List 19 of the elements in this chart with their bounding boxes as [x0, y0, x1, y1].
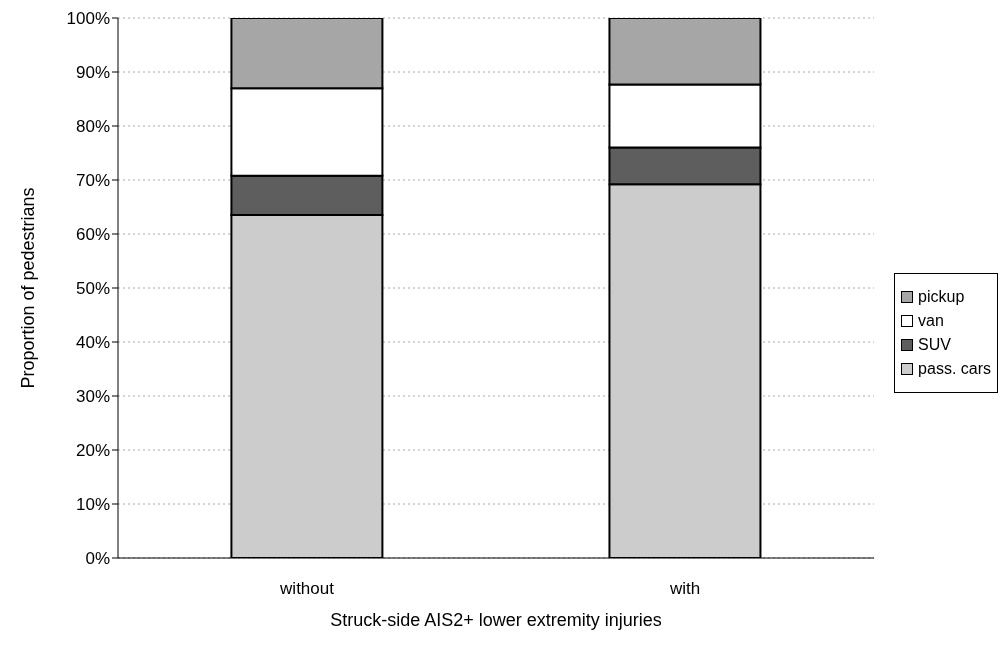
- y-tick-label: 90%: [75, 63, 110, 83]
- y-tick-label: 40%: [75, 333, 110, 353]
- legend-label: van: [918, 312, 944, 330]
- y-tick-label: 80%: [75, 117, 110, 137]
- y-tick-label: 20%: [75, 441, 110, 461]
- legend-label: pass. cars: [918, 360, 991, 378]
- y-tick-label: 60%: [75, 225, 110, 245]
- y-tick-label: 100%: [66, 9, 110, 29]
- y-axis-title: Proportion of pedestrians: [18, 187, 39, 389]
- legend-label: pickup: [918, 288, 965, 306]
- y-tick-label: 10%: [75, 495, 110, 515]
- y-tick-label: 70%: [75, 171, 110, 191]
- x-tick-label: without: [279, 579, 335, 599]
- x-axis-title: Struck-side AIS2+ lower extremity injuries: [330, 610, 662, 630]
- y-tick-label: 0%: [85, 549, 110, 569]
- legend-label: SUV: [918, 336, 951, 354]
- y-tick-label: 30%: [75, 387, 110, 407]
- y-tick-label: 50%: [75, 279, 110, 299]
- x-tick-label: with: [668, 579, 701, 599]
